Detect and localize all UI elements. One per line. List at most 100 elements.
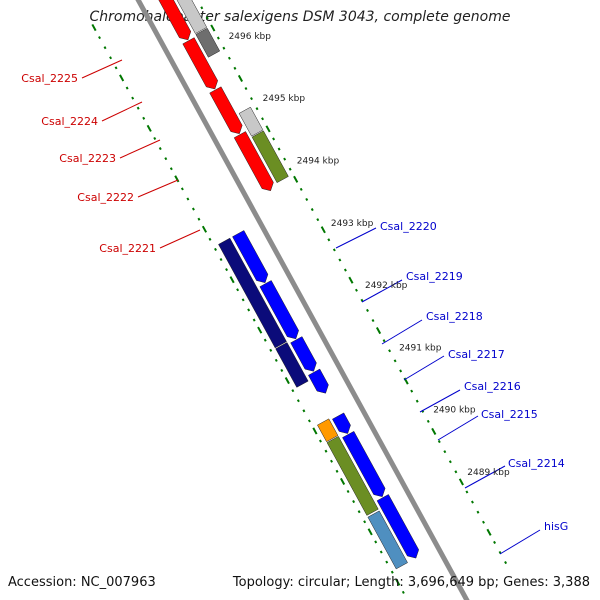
tick-mark-right: [210, 24, 216, 32]
tick-mark-left: [158, 147, 162, 151]
gene-block-red: [209, 86, 243, 135]
tick-label: 2496 kbp: [229, 32, 272, 42]
tick-mark-right: [327, 238, 331, 242]
tick-mark-right: [486, 528, 492, 536]
tick-mark-left: [119, 74, 125, 82]
tick-mark-left: [319, 439, 322, 443]
tick-mark-left: [379, 550, 383, 554]
tick-mark-right: [360, 298, 364, 302]
tick-mark-left: [352, 500, 356, 504]
gene-callouts: Csal_2225 Csal_2224 Csal_2223 Csal_2222 Csal…: [21, 59, 568, 555]
gene-block-blue: [290, 336, 317, 372]
gene-block-olive: [251, 130, 289, 184]
gene-label-left: Csal_2223: [59, 152, 116, 165]
gene-label-right: Csal_2220: [380, 220, 437, 233]
tick-mark-right: [200, 6, 204, 10]
tick-mark-right: [504, 561, 508, 565]
tick-mark-right: [426, 419, 430, 423]
tick-mark-right: [205, 16, 209, 20]
gene-features: [158, 0, 420, 570]
tick-mark-right: [454, 470, 458, 474]
genome-backbone: [135, 0, 470, 600]
gene-block-blue: [259, 280, 299, 340]
tick-mark-left: [208, 237, 212, 241]
tick-mark-left: [225, 268, 229, 272]
tick-mark-right: [261, 117, 264, 121]
tick-mark-left: [291, 389, 295, 393]
tick-mark-left: [401, 590, 405, 594]
gene-block-blue: [308, 368, 329, 394]
tick-mark-left: [390, 570, 394, 574]
tick-mark-left: [103, 46, 107, 50]
tick-mark-left: [180, 187, 184, 191]
tick-label: 2493 kbp: [331, 219, 374, 229]
gene-label-right: Csal_2216: [464, 380, 521, 393]
tick-label: 2490 kbp: [433, 406, 476, 416]
tick-mark-right: [332, 248, 336, 252]
tick-label: 2494 kbp: [297, 157, 340, 167]
tick-mark-right: [250, 97, 253, 101]
tick-mark-left: [269, 348, 273, 352]
gene-block-darkgrey: [195, 27, 221, 58]
tick-mark-right: [283, 157, 287, 161]
gene-block-olive: [326, 436, 379, 516]
tick-mark-right: [465, 490, 469, 494]
tick-mark-left: [335, 469, 339, 473]
gene-block-navy: [218, 237, 287, 349]
tick-mark-right: [393, 359, 397, 363]
tick-mark-left: [340, 477, 346, 485]
tick-mark-right: [316, 218, 320, 222]
tick-mark-right: [470, 500, 474, 504]
tick-mark-right: [244, 86, 248, 91]
tick-mark-left: [219, 257, 223, 262]
tick-mark-left: [280, 368, 284, 372]
tick-mark-left: [395, 578, 401, 586]
tick-mark-right: [299, 187, 303, 191]
tick-mark-left: [274, 358, 278, 362]
tick-mark-left: [257, 326, 263, 334]
tick-mark-right: [272, 137, 276, 141]
tick-mark-right: [366, 308, 369, 312]
callout-line: [81, 59, 123, 79]
callout-line: [419, 389, 461, 413]
callout-line: [403, 355, 445, 381]
tick-mark-left: [91, 23, 97, 32]
tick-mark-right: [255, 107, 259, 111]
callout-line: [381, 319, 423, 345]
tick-mark-left: [247, 308, 251, 312]
callout-line: [464, 465, 506, 489]
tick-mark-right: [277, 147, 281, 151]
tick-mark-left: [252, 318, 256, 322]
tick-mark-right: [388, 349, 392, 353]
accession-text: Accession: NC_007963: [8, 575, 156, 590]
tick-mark-right: [216, 36, 220, 40]
tick-mark-right: [371, 318, 375, 323]
tick-mark-left: [98, 36, 101, 40]
tick-mark-left: [296, 399, 300, 403]
gene-label-right: Csal_2219: [406, 270, 463, 283]
tick-mark-right: [399, 369, 403, 373]
tick-mark-right: [431, 427, 437, 436]
tick-label: 2495 kbp: [263, 94, 306, 104]
gene-block-grey: [238, 106, 264, 137]
tick-mark-left: [114, 66, 118, 70]
tick-mark-left: [357, 510, 361, 514]
tick-mark-right: [476, 510, 480, 514]
tick-mark-right: [288, 167, 292, 171]
gene-label-right: hisG: [544, 520, 568, 533]
gene-label-right: Csal_2214: [508, 457, 565, 470]
tick-mark-right: [343, 268, 347, 272]
tick-mark-right: [443, 450, 447, 454]
gene-label-right: Csal_2217: [448, 348, 505, 361]
callout-line: [137, 179, 179, 198]
tick-mark-right: [375, 327, 382, 335]
tick-mark-left: [164, 157, 168, 161]
gene-label-left: Csal_2225: [21, 72, 78, 85]
tick-mark-left: [363, 520, 367, 524]
gene-label-left: Csal_2221: [99, 242, 156, 255]
callout-line: [361, 279, 403, 303]
tick-mark-right: [410, 389, 414, 393]
tick-mark-right: [348, 276, 354, 284]
